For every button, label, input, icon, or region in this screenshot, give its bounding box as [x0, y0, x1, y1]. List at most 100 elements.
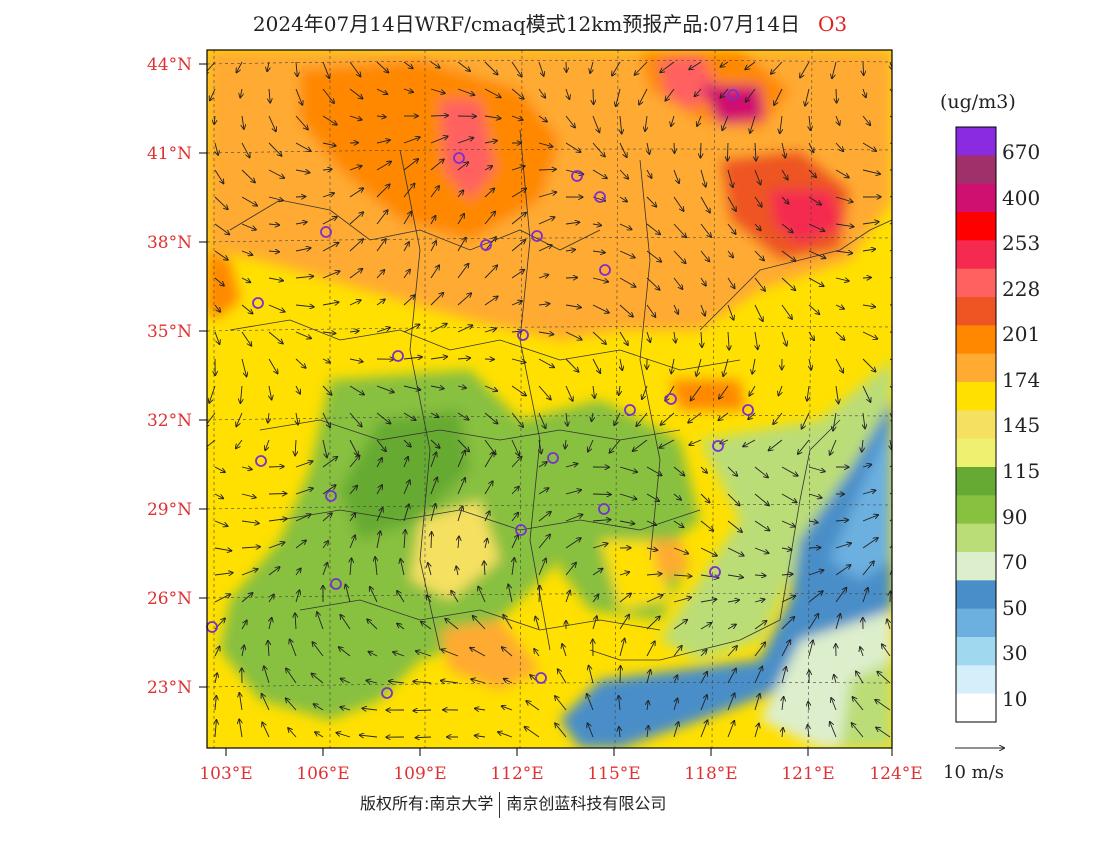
- wind-arrow: [673, 620, 687, 630]
- wind-arrow: [430, 504, 436, 522]
- wind-arrow: [503, 615, 513, 630]
- wind-arrow: [889, 412, 892, 423]
- wind-arrow: [430, 439, 440, 448]
- wind-arrow: [750, 115, 756, 133]
- wind-arrow: [808, 304, 819, 314]
- wind-arrow: [673, 547, 688, 554]
- wind-arrow: [457, 190, 463, 198]
- wind-arrow: [207, 61, 216, 74]
- wind-arrow: [566, 88, 569, 99]
- wind-arrow: [430, 386, 444, 389]
- wind-arrow: [538, 192, 556, 198]
- wind-arrow: [633, 439, 648, 451]
- wind-arrow: [697, 115, 702, 126]
- wind-arrow: [511, 270, 524, 279]
- wind-arrow: [349, 331, 359, 332]
- wind-arrow: [614, 412, 621, 425]
- wind-arrow: [565, 250, 575, 251]
- wind-arrow: [646, 548, 657, 550]
- wind-arrow: [322, 169, 332, 170]
- colorbar-swatch: [956, 637, 996, 666]
- wind-arrow: [268, 595, 274, 603]
- colorbar: [955, 126, 997, 723]
- wind-arrow: [209, 385, 216, 403]
- wind-arrow: [774, 88, 783, 105]
- wind-arrow: [322, 359, 330, 363]
- colorbar-swatch: [956, 127, 996, 156]
- city-marker: [547, 452, 559, 464]
- wind-arrow: [457, 264, 469, 279]
- wind-arrow: [242, 645, 244, 657]
- wind-arrow: [268, 278, 283, 281]
- wind-arrow: [863, 61, 864, 75]
- wind-arrow: [511, 88, 524, 99]
- wind-arrow: [862, 490, 876, 495]
- wind-arrow: [673, 304, 678, 314]
- wind-arrow: [808, 250, 826, 258]
- wind-arrow: [754, 250, 764, 260]
- city-marker: [320, 226, 332, 238]
- wind-arrow: [268, 567, 280, 576]
- wind-arrow: [511, 439, 519, 456]
- wind-arrow: [808, 702, 809, 711]
- wind-arrow: [484, 265, 497, 279]
- colorbar-swatch: [956, 523, 996, 553]
- wind-arrow: [290, 639, 297, 657]
- wind-arrow: [471, 679, 486, 684]
- wind-arrow: [215, 696, 216, 711]
- city-marker: [598, 503, 610, 515]
- wind-arrow: [397, 591, 405, 603]
- city-marker: [515, 524, 527, 536]
- lat-tick-label: 23°N: [147, 678, 192, 698]
- wind-arrow: [264, 666, 270, 684]
- wind-arrow: [376, 328, 390, 333]
- wind-arrow: [376, 531, 380, 549]
- wind-arrow: [565, 563, 576, 576]
- wind-arrow: [782, 697, 784, 711]
- wind-arrow: [781, 640, 790, 657]
- wind-arrow: [754, 493, 769, 505]
- wind-arrow: [376, 140, 390, 143]
- wind-arrow: [539, 586, 540, 603]
- wind-arrow: [484, 385, 497, 391]
- wind-arrow: [754, 667, 762, 684]
- wind-arrow: [587, 694, 594, 711]
- wind-arrow: [457, 439, 469, 452]
- wind-arrow: [700, 466, 707, 473]
- wind-arrow: [511, 240, 525, 252]
- wind-arrow: [430, 241, 436, 252]
- colorbar-unit: (ug/m3): [940, 91, 1016, 113]
- wind-arrow: [781, 466, 798, 476]
- city-marker: [330, 578, 342, 590]
- wind-arrow: [511, 385, 526, 396]
- wind-arrow: [430, 265, 439, 279]
- wind-arrow: [610, 439, 621, 453]
- wind-arrow: [592, 616, 597, 630]
- colorbar-label: 400: [1002, 186, 1040, 210]
- wind-arrow: [701, 331, 702, 347]
- wind-arrow: [647, 331, 650, 342]
- wind-arrow: [457, 386, 466, 388]
- wind-arrow: [700, 599, 716, 602]
- wind-arrow: [295, 439, 296, 455]
- wind-arrow: [589, 666, 594, 684]
- colorbar-swatch: [956, 240, 996, 270]
- wind-arrow: [207, 439, 216, 450]
- wind-arrow: [236, 412, 243, 426]
- wind-arrow: [295, 385, 300, 394]
- wind-arrow: [565, 115, 575, 128]
- wind-arrow: [403, 439, 411, 447]
- wind-arrow: [754, 520, 769, 531]
- wind-arrow: [646, 466, 662, 475]
- wind-arrow: [862, 222, 879, 224]
- wind-arrow: [754, 304, 763, 321]
- wind-arrow: [592, 595, 598, 603]
- wind-arrow: [782, 728, 783, 738]
- wind-arrow: [646, 223, 660, 234]
- wind-arrow: [862, 465, 871, 468]
- wind-arrow: [723, 358, 729, 376]
- wind-arrow: [673, 699, 678, 711]
- wind-arrow: [538, 245, 552, 252]
- wind-arrow: [592, 544, 608, 549]
- wind-arrow: [538, 559, 546, 576]
